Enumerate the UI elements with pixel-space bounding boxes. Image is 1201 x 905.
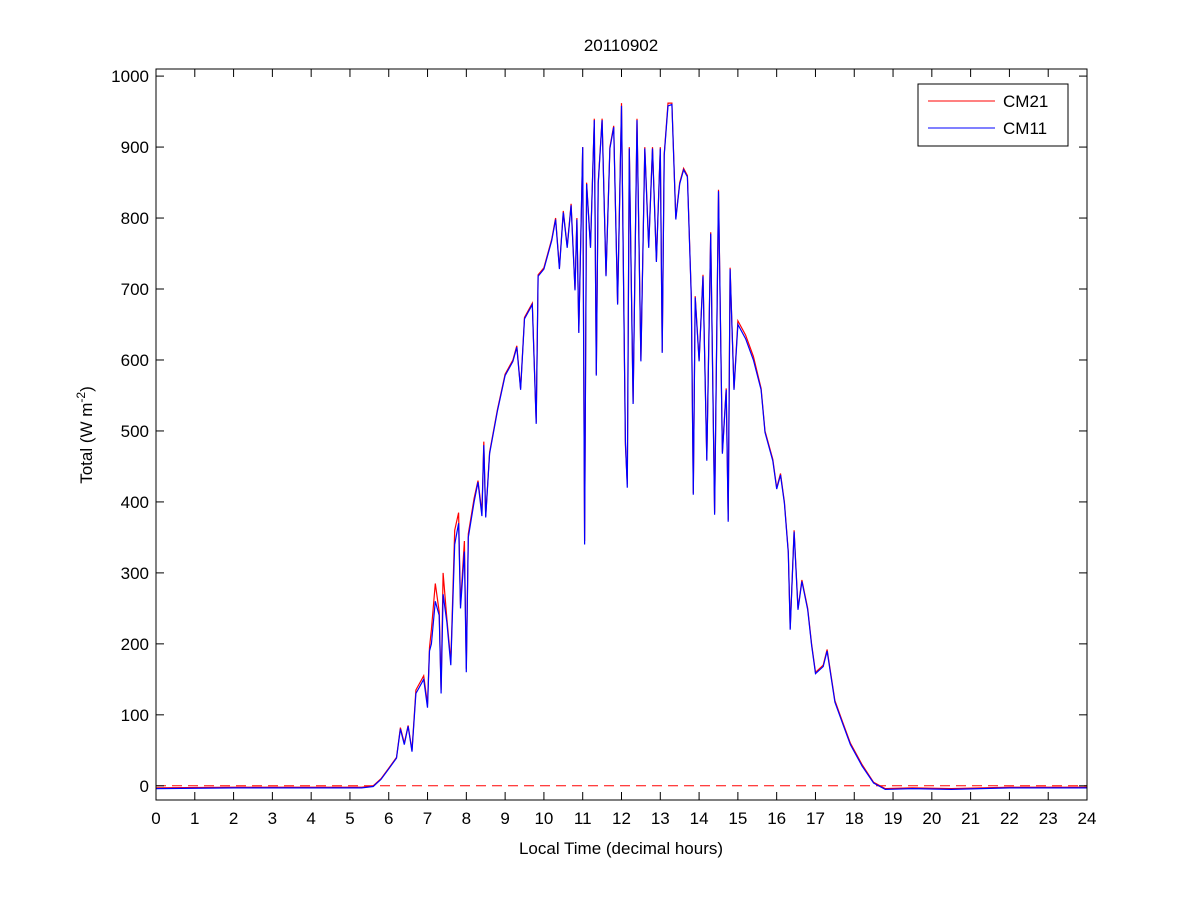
x-tick-label: 22 <box>1000 809 1019 828</box>
x-tick-label: 16 <box>767 809 786 828</box>
x-tick-label: 4 <box>306 809 315 828</box>
y-tick-label: 100 <box>121 706 149 725</box>
y-tick-label: 200 <box>121 635 149 654</box>
x-tick-label: 6 <box>384 809 393 828</box>
x-tick-label: 24 <box>1078 809 1097 828</box>
y-tick-label: 800 <box>121 209 149 228</box>
x-tick-label: 18 <box>845 809 864 828</box>
x-tick-label: 12 <box>612 809 631 828</box>
series-line-cm11 <box>155 103 1087 791</box>
x-tick-label: 20 <box>922 809 941 828</box>
x-tick-label: 23 <box>1039 809 1058 828</box>
y-axis-label-end: ) <box>77 386 96 392</box>
x-tick-label: 17 <box>806 809 825 828</box>
y-tick-label: 700 <box>121 280 149 299</box>
x-tick-label: 14 <box>690 809 709 828</box>
y-tick-label: 600 <box>121 351 149 370</box>
y-tick-label: 0 <box>140 777 149 796</box>
legend-box <box>917 83 1069 147</box>
y-tick-label: 500 <box>121 422 149 441</box>
x-tick-label: 19 <box>884 809 903 828</box>
x-tick-label: 10 <box>534 809 553 828</box>
y-tick-label: 1000 <box>111 67 149 86</box>
chart-title: 20110902 <box>584 36 658 55</box>
y-axis-label-main: Total (W m <box>77 403 96 484</box>
x-tick-label: 5 <box>345 809 354 828</box>
x-tick-label: 2 <box>229 809 238 828</box>
legend-label-cm21: CM21 <box>1003 92 1048 111</box>
x-tick-label: 0 <box>151 809 160 828</box>
axes-box <box>155 68 1088 801</box>
x-tick-label: 1 <box>190 809 199 828</box>
x-tick-label: 21 <box>961 809 980 828</box>
legend: CM21 CM11 <box>917 83 1069 147</box>
y-axis-label: Total (W m-2) <box>74 386 96 484</box>
x-tick-label: 7 <box>423 809 432 828</box>
y-tick-label: 900 <box>121 138 149 157</box>
x-tick-label: 3 <box>268 809 277 828</box>
y-axis-label-superscript: -2 <box>74 392 88 403</box>
y-tick-label: 400 <box>121 493 149 512</box>
x-tick-label: 9 <box>500 809 509 828</box>
x-tick-label: 15 <box>728 809 747 828</box>
y-tick-label: 300 <box>121 564 149 583</box>
x-tick-label: 11 <box>574 809 592 828</box>
x-axis-label: Local Time (decimal hours) <box>519 839 723 858</box>
x-tick-label: 13 <box>651 809 670 828</box>
x-tick-label: 8 <box>462 809 471 828</box>
legend-label-cm11: CM11 <box>1003 119 1047 138</box>
